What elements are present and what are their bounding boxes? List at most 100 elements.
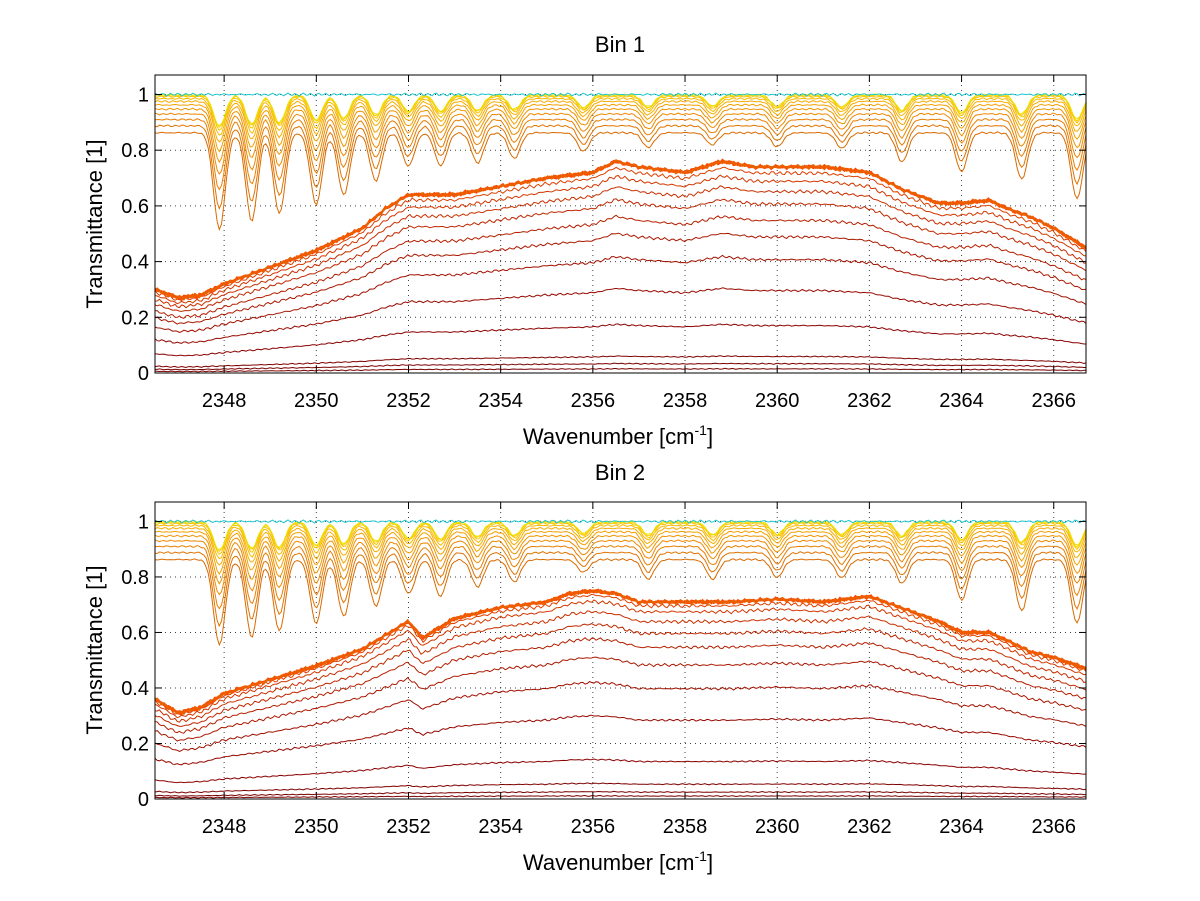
series-line (154, 534, 1087, 585)
series-line (154, 539, 1087, 596)
series-line (154, 124, 1087, 211)
axis-ticks (155, 75, 1086, 374)
series-lines (154, 92, 1087, 373)
series-line (154, 174, 1087, 305)
y-tick-label: 0.4 (121, 678, 149, 700)
x-tick-label: 2354 (478, 390, 523, 412)
series-line (154, 758, 1086, 784)
x-tick-label: 2350 (294, 816, 339, 838)
y-tick-label: 0.6 (121, 622, 149, 644)
series-lines (154, 519, 1087, 799)
series-line (154, 544, 1087, 610)
series-line (154, 185, 1087, 309)
series-line (154, 160, 1087, 300)
x-tick-label: 2366 (1031, 390, 1076, 412)
y-tick-label: 0.8 (121, 567, 149, 589)
series-line (154, 198, 1087, 312)
x-tick-label: 2348 (202, 816, 247, 838)
y-tick-labels: 0 0.2 0.4 0.6 0.8 1 (121, 84, 149, 385)
series-line (154, 558, 1087, 647)
x-tick-label: 2354 (478, 816, 523, 838)
series-line (154, 118, 1087, 191)
chart-title: Bin 2 (595, 460, 645, 485)
series-line (154, 794, 1087, 799)
series-line (154, 782, 1087, 794)
series-line (154, 254, 1087, 333)
series-line (154, 588, 1087, 716)
y-tick-label: 0.6 (121, 196, 149, 218)
y-tick-labels: 0 0.2 0.4 0.6 0.8 1 (121, 511, 149, 811)
series-line (154, 287, 1087, 344)
y-axis-label: Transmittance [1] (82, 565, 107, 734)
series-line (154, 519, 1087, 524)
x-tick-label: 2364 (939, 816, 984, 838)
series-line (154, 107, 1087, 164)
plot-frame (154, 501, 1087, 800)
series-line (154, 637, 1087, 734)
series-line (154, 323, 1087, 357)
x-tick-labels: 2348 2350 2352 2354 2356 2358 2360 2362 … (202, 390, 1076, 412)
series-line (155, 362, 1086, 371)
axis-ticks (155, 502, 1086, 800)
x-axis-label: Wavenumber [cm-1] (523, 422, 713, 449)
x-tick-label: 2362 (847, 390, 892, 412)
series-line (154, 99, 1087, 143)
series-line (154, 112, 1087, 175)
y-tick-label: 0.2 (121, 307, 149, 329)
series-line (154, 166, 1087, 302)
plot-frame (154, 74, 1087, 374)
series-line (154, 524, 1087, 560)
x-tick-label: 2364 (939, 390, 984, 412)
series-line (154, 214, 1087, 319)
series-line (154, 232, 1087, 325)
x-tick-label: 2348 (202, 390, 247, 412)
x-tick-label: 2356 (571, 390, 616, 412)
x-tick-label: 2360 (755, 390, 800, 412)
series-line (154, 656, 1087, 742)
x-tick-label: 2358 (663, 816, 708, 838)
y-tick-label: 0 (138, 363, 149, 385)
x-axis-label: Wavenumber [cm-1] (523, 848, 713, 875)
y-tick-label: 0.2 (121, 733, 149, 755)
y-tick-label: 1 (138, 84, 149, 106)
series-line (154, 623, 1087, 727)
x-tick-labels: 2348 2350 2352 2354 2356 2358 2360 2362 … (202, 816, 1076, 838)
x-tick-label: 2360 (755, 816, 800, 838)
y-tick-label: 0 (138, 789, 149, 811)
chart-title: Bin 1 (595, 32, 645, 57)
x-tick-label: 2352 (386, 390, 431, 412)
series-line (154, 355, 1087, 369)
series-line (154, 588, 1087, 715)
series-line (154, 681, 1087, 752)
y-tick-label: 0.4 (121, 252, 149, 274)
x-tick-label: 2366 (1031, 816, 1076, 838)
x-tick-label: 2358 (663, 390, 708, 412)
series-line (154, 159, 1087, 301)
y-tick-label: 0.8 (121, 140, 149, 162)
series-line (154, 521, 1087, 555)
x-tick-label: 2362 (847, 816, 892, 838)
series-line (154, 103, 1087, 153)
x-tick-label: 2356 (571, 816, 616, 838)
series-line (154, 714, 1087, 766)
series-line (154, 520, 1087, 551)
series-line (154, 530, 1087, 575)
series-line (154, 97, 1087, 136)
series-line (154, 551, 1087, 628)
chart-bin-2: Bin 2 2348 2350 2352 2354 2356 2358 2360… (82, 460, 1087, 875)
series-line (154, 131, 1087, 232)
series-line (155, 790, 1086, 797)
chart-bin-1: Bin 1 2348 2350 2352 2354 2356 2358 2360… (82, 32, 1087, 449)
y-tick-label: 1 (138, 511, 149, 533)
series-line (154, 158, 1087, 300)
x-tick-label: 2350 (294, 390, 339, 412)
series-line (154, 589, 1087, 714)
series-line (154, 593, 1087, 716)
series-line (154, 92, 1087, 97)
x-tick-label: 2352 (386, 816, 431, 838)
series-line (154, 367, 1087, 373)
series-line (154, 599, 1087, 719)
series-line (154, 610, 1087, 723)
y-axis-label: Transmittance [1] (82, 139, 107, 308)
